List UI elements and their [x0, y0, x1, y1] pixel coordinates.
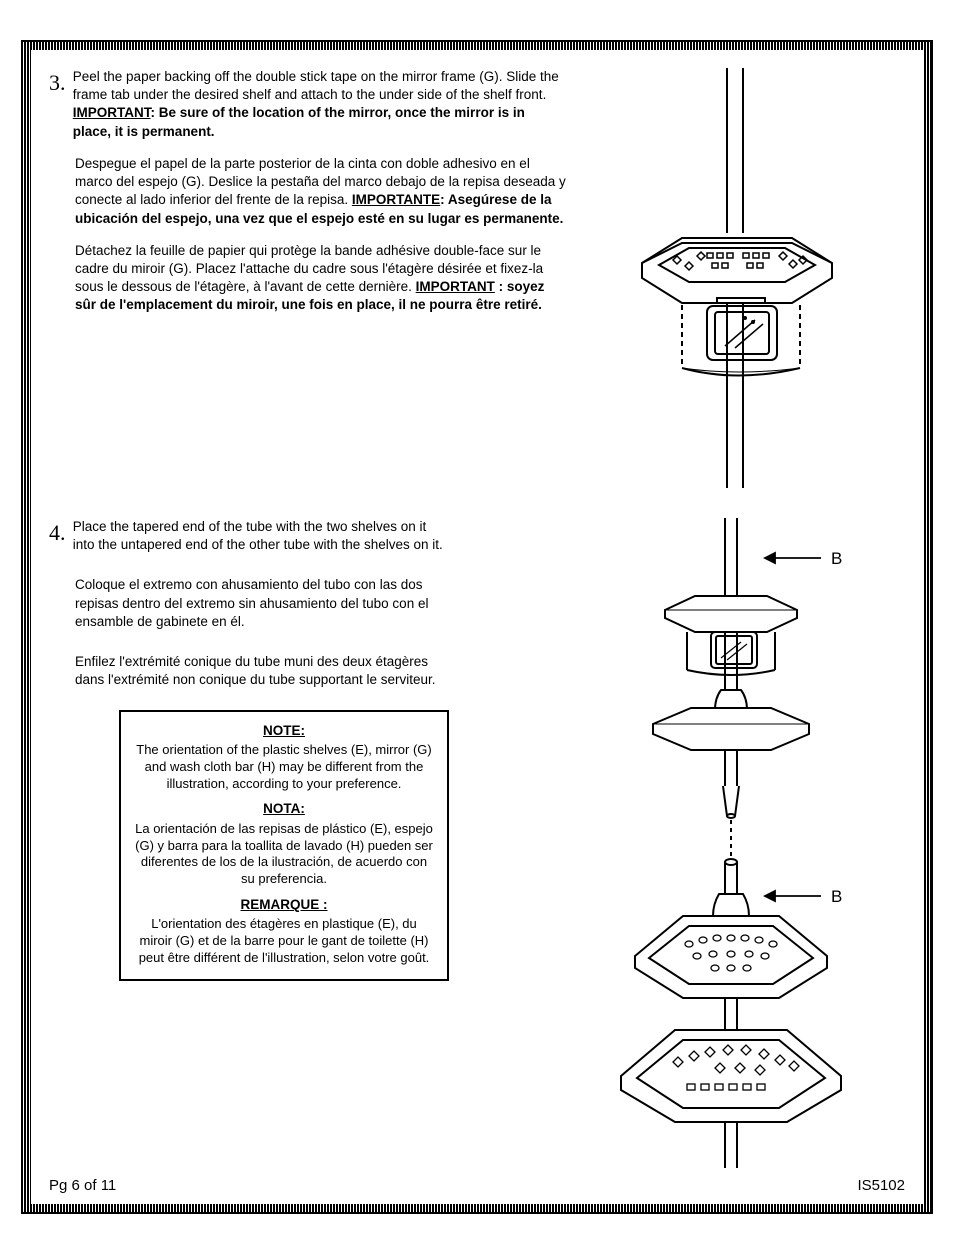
step3-text: 3. Peel the paper backing off the double…	[49, 68, 569, 488]
figure-shelf-mirror	[587, 68, 887, 488]
step3-fr-imp-label: IMPORTANT	[416, 279, 495, 294]
note-heading-fr: REMARQUE :	[135, 896, 433, 914]
page-number: Pg 6 of 11	[49, 1176, 116, 1196]
step4-figure: B B	[565, 518, 905, 1168]
figure-tube-assembly: B B	[565, 518, 905, 1168]
note-fr: L'orientation des étagères en plastique …	[135, 916, 433, 967]
step4-row: 4. Place the tapered end of the tube wit…	[49, 518, 905, 1168]
doc-code: IS5102	[857, 1176, 905, 1196]
step3-es: Despegue el papel de la parte posterior …	[75, 155, 569, 228]
step3-number: 3.	[49, 68, 69, 98]
step3-figure	[587, 68, 887, 488]
note-heading-es: NOTA:	[135, 800, 433, 818]
page-footer: Pg 6 of 11 IS5102	[49, 1176, 905, 1196]
step4-number: 4.	[49, 518, 69, 548]
step4-text: 4. Place the tapered end of the tube wit…	[49, 518, 449, 1168]
step3-en-a: Peel the paper backing off the double st…	[73, 69, 559, 102]
page: 3. Peel the paper backing off the double…	[21, 40, 933, 1214]
step4-es: Coloque el extremo con ahusamiento del t…	[75, 576, 449, 631]
step3-en-imp-label: IMPORTANT	[73, 105, 151, 120]
step3-row: 3. Peel the paper backing off the double…	[49, 68, 905, 488]
step4-en-wrap: 4. Place the tapered end of the tube wit…	[49, 518, 449, 554]
step3-en: 3. Peel the paper backing off the double…	[49, 68, 569, 141]
note-heading-en: NOTE:	[135, 722, 433, 740]
label-b-bottom: B	[831, 887, 842, 906]
note-en: The orientation of the plastic shelves (…	[135, 742, 433, 793]
step3-fr: Détachez la feuille de papier qui protèg…	[75, 242, 569, 315]
note-box: NOTE: The orientation of the plastic she…	[119, 710, 449, 982]
label-b-top: B	[831, 549, 842, 568]
step3-es-imp-label: IMPORTANTE	[352, 192, 440, 207]
step4-en: Place the tapered end of the tube with t…	[73, 518, 447, 554]
note-es: La orientación de las repisas de plástic…	[135, 821, 433, 889]
step4-fr: Enfilez l'extrémité conique du tube muni…	[75, 653, 449, 689]
